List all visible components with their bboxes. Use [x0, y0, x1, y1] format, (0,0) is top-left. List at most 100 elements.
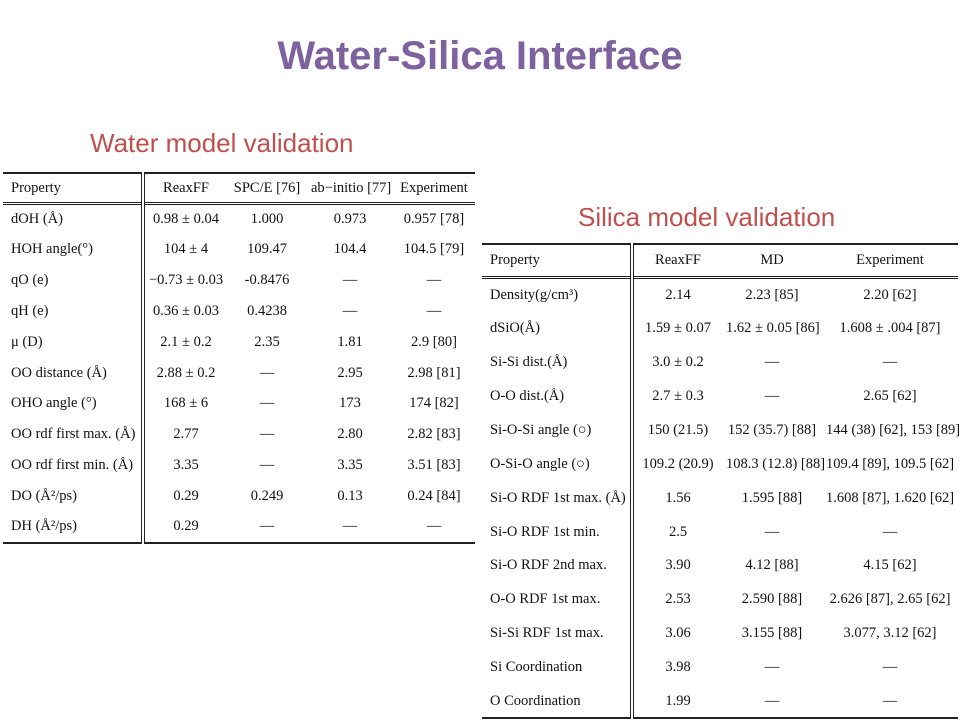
value-cell: 1.608 [87], 1.620 [62] [826, 489, 955, 506]
value-cell: 2.626 [87], 2.65 [62] [829, 591, 951, 608]
value-cell: 0.24 [84] [407, 487, 461, 504]
value-cell: 0.249 [250, 487, 284, 504]
value-cell: 0.957 [78] [403, 211, 465, 228]
property-cell: Si-O RDF 2nd max. [482, 549, 634, 583]
value-cell: — [882, 692, 898, 709]
value-cell: 3.0 ± 0.2 [652, 354, 704, 371]
value-cell: 152 (35.7) [88] [727, 421, 817, 438]
table-body: Density(g/cm³) 2.14 2.23 [85] 2.20 [62] dSiO… [482, 277, 960, 719]
value-cell: 2.5 [668, 523, 688, 540]
value-cell: — [342, 518, 358, 535]
value-cell: 1.595 [88] [741, 489, 803, 506]
value-cell: 0.29 [173, 487, 199, 504]
table-row: Si-O RDF 1st min. 2.5 — — [482, 515, 958, 550]
value-cell: 173 [339, 395, 361, 412]
value-cell: 1.99 [665, 692, 691, 709]
column-header: SPC/E [76] [233, 179, 301, 196]
value-cell: 2.9 [80] [411, 333, 457, 350]
table-row: HOH angle(°) 104 ± 4 109.47 104.4 104.5 [79] [3, 234, 475, 266]
value-cell: 2.23 [85] [745, 287, 799, 304]
column-header: MD [760, 252, 784, 269]
value-cell: — [259, 457, 275, 474]
property-cell: DH (Å²/ps) [3, 511, 145, 543]
property-cell: Si-O-Si angle (○) [482, 413, 634, 448]
column-header: ab−initio [77] [311, 179, 392, 196]
table-row: Si-O-Si angle (○) 150 (21.5) 152 (35.7) [8… [482, 413, 960, 448]
value-cell: — [426, 303, 442, 320]
value-cell: 2.95 [337, 364, 363, 381]
value-cell: 108.3 (12.8) [88] [726, 455, 826, 472]
table-row: dSiO(Å) 1.59 ± 0.07 1.62 ± 0.05 [86] 1.608 … [482, 311, 958, 346]
value-cell: 150 (21.5) [647, 421, 709, 438]
property-cell: DO (Å²/ps) [3, 480, 145, 512]
table-row: OHO angle (°) 168 ± 6 — 173 174 [82] [3, 388, 475, 420]
column-header: Property [482, 244, 634, 278]
table-row: OO rdf first min. (Å) 3.35 — 3.35 3.51 [83] [3, 450, 475, 481]
value-cell: 168 ± 6 [163, 395, 209, 412]
value-cell: — [259, 518, 275, 535]
value-cell: 0.29 [173, 518, 199, 535]
table-row: DH (Å²/ps) 0.29 — — — [3, 511, 475, 543]
slide-title: Water-Silica Interface [277, 34, 683, 78]
value-cell: 2.20 [62] [863, 287, 917, 304]
table-row: O-O dist.(Å) 2.7 ± 0.3 — 2.65 [62] [482, 379, 958, 414]
property-cell: Si-O RDF 1st min. [482, 515, 634, 550]
value-cell: — [764, 388, 780, 404]
table-row: μ (D) 2.1 ± 0.2 2.35 1.81 2.9 [80] [3, 326, 475, 358]
value-cell: — [764, 692, 780, 709]
property-cell: O-Si-O angle (○) [482, 447, 634, 482]
value-cell: — [342, 272, 358, 289]
property-cell: qO (e) [3, 265, 145, 297]
value-cell: 1.59 ± 0.07 [645, 320, 711, 337]
value-cell: -0.8476 [244, 272, 290, 289]
value-cell: 3.35 [173, 457, 199, 474]
value-cell: 2.7 ± 0.3 [652, 388, 704, 404]
table-row: qH (e) 0.36 ± 0.03 0.4238 — — [3, 296, 475, 327]
table-header: Property ReaxFF SPC/E [76] ab−initio [77] Ex… [3, 173, 475, 204]
value-cell: 1.000 [250, 211, 284, 228]
table-row: OO distance (Å) 2.88 ± 0.2 — 2.95 2.98 [81] [3, 357, 475, 389]
value-cell: 2.80 [337, 426, 363, 443]
value-cell: 104.5 [79] [403, 241, 465, 258]
column-header: ReaxFF [163, 179, 209, 196]
table-row: dOH (Å) 0.98 ± 0.04 1.000 0.973 0.957 [78] [3, 203, 475, 235]
value-cell: — [426, 518, 442, 535]
property-cell: dSiO(Å) [482, 311, 634, 346]
property-cell: Si-O RDF 1st max. (Å) [482, 481, 634, 516]
value-cell: 2.35 [254, 333, 280, 350]
table-row: Si Coordination 3.98 — — [482, 650, 958, 685]
value-cell: 174 [82] [409, 395, 459, 412]
value-cell: 2.88 ± 0.2 [156, 364, 216, 381]
column-header: Experiment [856, 252, 924, 269]
value-cell: 1.62 ± 0.05 [86] [726, 320, 820, 337]
value-cell: 3.90 [665, 557, 691, 574]
property-cell: Density(g/cm³) [482, 277, 634, 312]
silica-subtitle: Silica model validation [578, 202, 836, 232]
value-cell: 0.98 ± 0.04 [153, 211, 219, 228]
value-cell: 0.4238 [247, 303, 287, 320]
table-row: O Coordination 1.99 — — [482, 684, 958, 719]
property-cell: O-O dist.(Å) [482, 379, 634, 414]
value-cell: 2.1 ± 0.2 [160, 333, 212, 350]
value-cell: 3.06 [665, 625, 691, 642]
value-cell: 1.81 [337, 333, 363, 350]
value-cell: 109.47 [247, 241, 287, 258]
property-cell: Si Coordination [482, 650, 634, 685]
value-cell: 1.608 ± .004 [87] [839, 320, 941, 337]
value-cell: 0.36 ± 0.03 [153, 303, 219, 320]
value-cell: 2.53 [665, 591, 691, 608]
water-validation-table: Property ReaxFF SPC/E [76] ab−initio [77] Ex… [3, 172, 475, 544]
property-cell: OO rdf first max. (Å) [3, 419, 145, 451]
property-cell: μ (D) [3, 326, 145, 358]
property-cell: OHO angle (°) [3, 388, 145, 420]
value-cell: 2.65 [62] [863, 388, 917, 404]
value-cell: 3.35 [337, 457, 363, 474]
value-cell: 3.98 [665, 659, 691, 676]
value-cell: 109.2 (20.9) [642, 455, 714, 472]
property-cell: OO distance (Å) [3, 357, 145, 389]
property-cell: dOH (Å) [3, 203, 145, 235]
value-cell: — [764, 523, 780, 540]
column-header: Property [3, 173, 145, 204]
value-cell: 2.77 [173, 426, 199, 443]
value-cell: — [259, 426, 275, 443]
